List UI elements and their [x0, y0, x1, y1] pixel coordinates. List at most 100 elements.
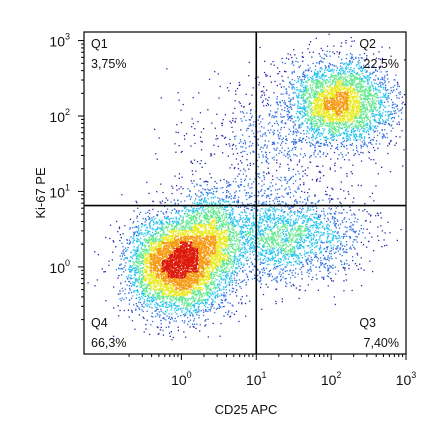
event-dot — [387, 89, 389, 91]
event-dot — [297, 246, 299, 248]
event-dot — [156, 313, 158, 315]
event-dot — [271, 116, 273, 118]
event-dot — [297, 255, 299, 257]
event-dot — [299, 244, 301, 246]
event-dot — [282, 233, 284, 236]
event-dot — [269, 275, 271, 277]
event-dot — [372, 73, 374, 75]
event-dot — [319, 77, 322, 79]
event-dot — [327, 227, 330, 230]
event-dot — [262, 212, 265, 214]
event-dot — [150, 234, 153, 236]
event-dot — [227, 302, 229, 304]
event-dot — [305, 87, 307, 90]
event-dot — [360, 78, 362, 80]
event-dot — [291, 227, 293, 229]
event-dot — [224, 279, 226, 281]
event-dot — [322, 242, 324, 244]
event-dot — [324, 139, 326, 141]
event-dot — [293, 211, 295, 214]
event-dot — [168, 313, 170, 315]
event-dot — [353, 131, 355, 133]
event-dot — [200, 160, 202, 162]
event-dot — [133, 210, 135, 212]
event-dot — [259, 46, 261, 49]
event-dot — [370, 123, 372, 125]
event-dot — [257, 76, 259, 78]
event-dot — [145, 224, 147, 226]
event-dot — [223, 315, 225, 317]
event-dot — [246, 192, 248, 194]
event-dot — [292, 125, 295, 127]
event-dot — [156, 191, 158, 193]
event-dot — [280, 176, 282, 179]
event-dot — [166, 309, 169, 311]
event-dot — [139, 298, 142, 300]
event-dot — [307, 205, 309, 208]
event-dot — [337, 250, 340, 252]
event-dot — [306, 221, 308, 223]
event-dot — [274, 149, 276, 151]
event-dot — [205, 301, 208, 303]
event-dot — [276, 103, 278, 105]
event-dot — [144, 224, 146, 226]
event-dot — [387, 145, 389, 147]
event-dot — [245, 257, 247, 260]
event-dot — [290, 107, 292, 109]
event-dot — [338, 134, 340, 137]
event-dot — [259, 240, 261, 242]
event-dot — [300, 124, 302, 126]
event-dot — [386, 137, 388, 139]
event-dot — [159, 329, 162, 331]
event-dot — [262, 230, 264, 232]
event-dot — [275, 196, 277, 198]
event-dot — [284, 258, 287, 260]
event-dot — [268, 253, 270, 255]
event-dot — [263, 224, 265, 226]
event-dot — [135, 309, 137, 311]
event-dot — [205, 191, 207, 194]
event-dot — [364, 76, 366, 78]
event-dot — [284, 220, 286, 222]
event-dot — [295, 219, 297, 221]
event-dot — [329, 51, 331, 53]
event-dot — [298, 289, 301, 291]
event-dot — [298, 111, 300, 113]
event-dot — [137, 291, 139, 293]
event-dot — [367, 118, 370, 120]
event-dot — [195, 327, 197, 330]
event-dot — [317, 141, 320, 143]
event-dot — [315, 253, 317, 256]
event-dot — [258, 156, 260, 158]
event-dot — [305, 223, 307, 225]
event-dot — [119, 290, 121, 292]
event-dot — [311, 259, 314, 261]
event-dot — [372, 110, 374, 112]
event-dot — [259, 235, 262, 237]
event-dot — [326, 275, 328, 277]
event-dot — [252, 231, 254, 233]
event-dot — [143, 317, 145, 320]
event-dot — [120, 299, 122, 302]
event-dot — [332, 246, 334, 249]
event-dot — [152, 224, 155, 226]
event-dot — [299, 228, 301, 231]
event-dot — [171, 304, 173, 306]
event-dot — [375, 121, 377, 123]
event-dot — [292, 147, 294, 150]
event-dot — [382, 112, 384, 114]
event-dot — [295, 191, 297, 193]
event-dot — [206, 201, 208, 204]
event-dot — [247, 219, 249, 221]
event-dot — [314, 194, 316, 196]
event-dot — [174, 303, 176, 305]
event-dot — [387, 123, 390, 125]
event-dot — [334, 164, 336, 167]
event-dot — [239, 217, 241, 219]
event-dot — [274, 111, 276, 113]
event-dot — [283, 126, 285, 128]
event-dot — [381, 57, 384, 60]
event-dot — [135, 271, 137, 273]
event-dot — [280, 104, 282, 107]
event-dot — [245, 212, 247, 214]
